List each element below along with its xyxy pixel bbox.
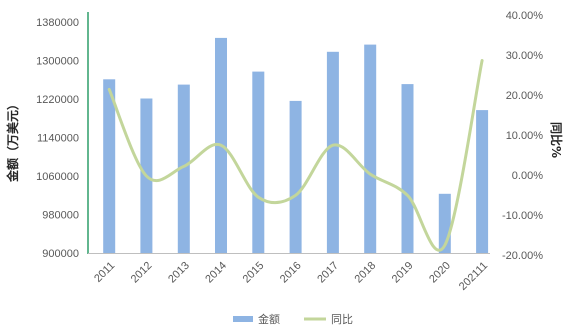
x-tick-label: 2015 [241, 260, 267, 286]
left-tick-label: 1220000 [36, 94, 79, 106]
axis-titles: 金额（万美元） 同比% [5, 98, 563, 183]
left-axis-ticks: 1380000 1300000 1220000 1140000 1060000 98000… [36, 17, 79, 260]
right-tick-label: 40.00% [506, 10, 544, 22]
x-tick-label: 2013 [166, 260, 192, 286]
right-tick-label: 0.00% [512, 170, 543, 182]
legend-bar-swatch [233, 316, 253, 322]
x-tick-label: 2016 [278, 260, 304, 286]
line-series [107, 59, 484, 252]
right-tick-label: -10.00% [502, 210, 543, 222]
left-axis-title: 金额（万美元） [5, 98, 20, 183]
legend-label-amount: 金额 [258, 312, 280, 326]
bar-2013 [177, 84, 190, 253]
legend-label-yoy: 同比 [331, 313, 353, 326]
right-tick-label: 10.00% [506, 130, 544, 142]
bar-2018 [364, 44, 377, 253]
left-tick-label: 1300000 [36, 56, 79, 68]
x-axis-ticks: 2011 2012 2013 2014 2015 2016 2017 2018 2019 2020… [92, 260, 490, 293]
x-tick-label: 2014 [203, 260, 229, 286]
left-tick-label: 980000 [42, 210, 79, 222]
bar-202111 [476, 110, 489, 253]
left-tick-label: 1380000 [36, 17, 79, 29]
right-tick-label: -20.00% [502, 250, 543, 262]
bar-2017 [326, 51, 339, 253]
right-axis-title: 同比% [549, 122, 563, 158]
x-tick-label: 2012 [129, 260, 155, 286]
bar-series [103, 37, 489, 254]
x-tick-label: 2020 [427, 260, 453, 286]
right-tick-label: 20.00% [506, 90, 544, 102]
x-tick-label: 2017 [315, 260, 341, 286]
yoy-line [107, 59, 484, 252]
x-tick-label: 202111 [457, 260, 490, 293]
right-tick-label: 30.00% [506, 50, 544, 62]
left-tick-label: 1060000 [36, 171, 79, 183]
legend: 金额 同比 [233, 312, 353, 326]
bar-2019 [401, 84, 414, 253]
bar-2011 [103, 79, 116, 253]
bar-2016 [289, 100, 302, 254]
x-tick-label: 2019 [390, 260, 416, 286]
x-tick-label: 2011 [92, 260, 117, 285]
axes [87, 12, 490, 254]
left-tick-label: 900000 [42, 248, 79, 260]
right-axis-ticks: 40.00% 30.00% 20.00% 10.00% 0.00% -10.00% -20.… [502, 10, 543, 262]
left-tick-label: 1140000 [37, 133, 79, 145]
bar-2015 [252, 71, 265, 253]
x-tick-label: 2018 [353, 260, 379, 286]
